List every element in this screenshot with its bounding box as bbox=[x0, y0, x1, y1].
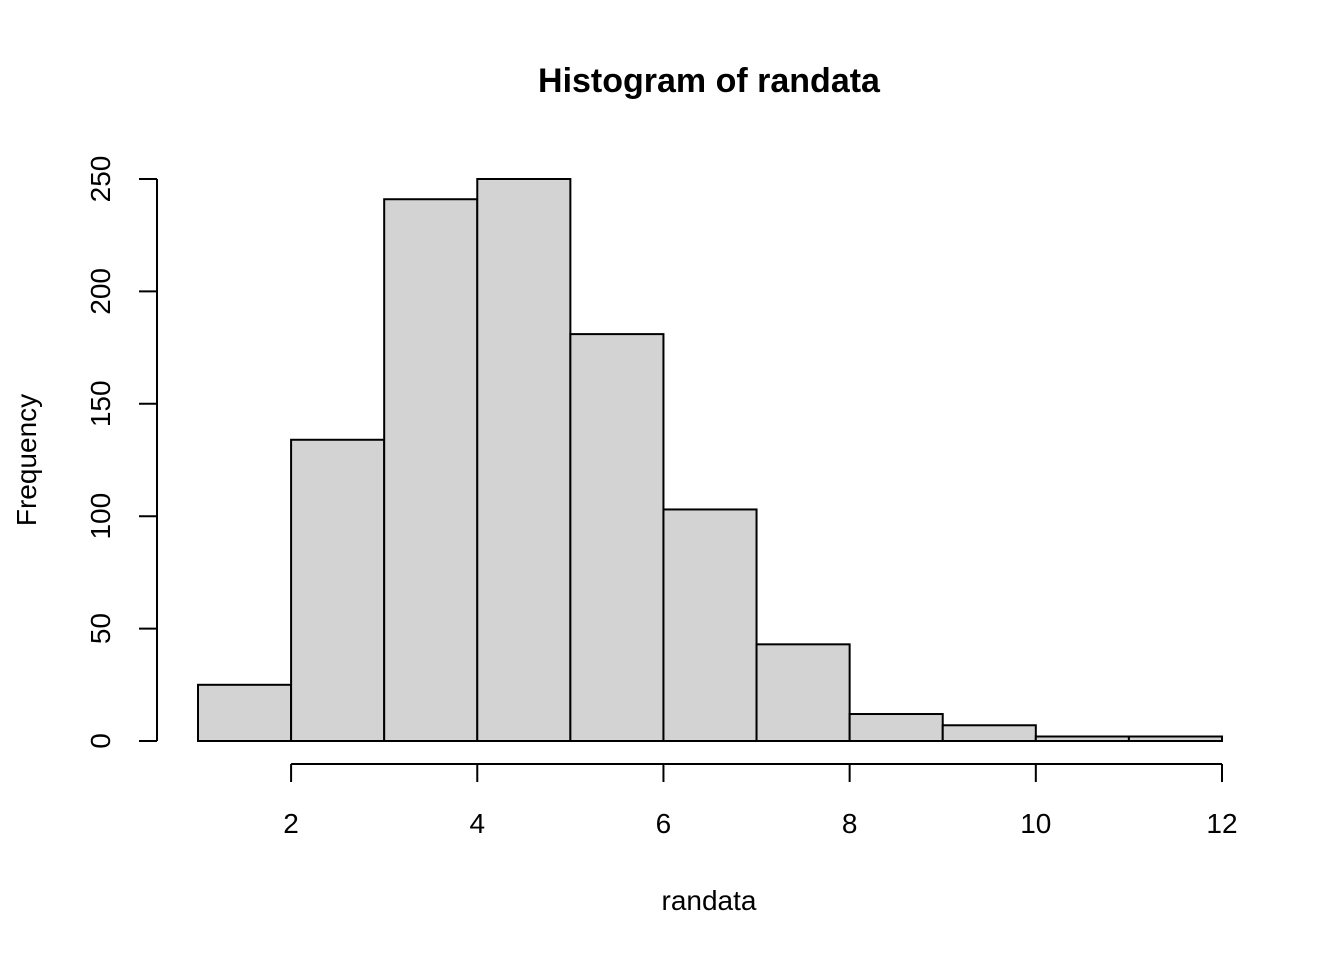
histogram-bar bbox=[569, 333, 665, 742]
x-axis: 2 4 6 8 10 12 bbox=[283, 763, 1238, 839]
histogram-bars bbox=[197, 178, 1223, 743]
histogram-bar bbox=[476, 178, 572, 742]
x-tick-label: 2 bbox=[283, 808, 299, 839]
x-tick-label: 10 bbox=[1020, 808, 1051, 839]
x-tick-label: 8 bbox=[842, 808, 858, 839]
histogram-bar bbox=[1034, 735, 1130, 743]
histogram-bar bbox=[197, 683, 293, 742]
y-tick-label: 50 bbox=[85, 613, 116, 644]
x-tick-label: 6 bbox=[656, 808, 672, 839]
y-tick-label: 0 bbox=[85, 733, 116, 749]
y-tick-label: 200 bbox=[85, 268, 116, 315]
x-tick-label: 4 bbox=[469, 808, 485, 839]
x-axis-label: randata bbox=[662, 885, 757, 916]
y-axis: 0 50 100 150 200 250 bbox=[85, 156, 158, 749]
histogram-bar bbox=[290, 438, 386, 742]
y-axis-label: Frequency bbox=[11, 394, 42, 526]
histogram-bar bbox=[383, 198, 479, 742]
histogram-bar bbox=[662, 508, 758, 742]
histogram-bar bbox=[1127, 735, 1223, 743]
histogram-bar bbox=[755, 643, 851, 742]
y-tick-label: 150 bbox=[85, 380, 116, 427]
histogram-bar bbox=[941, 724, 1037, 742]
histogram-bar bbox=[848, 713, 944, 742]
x-tick-label: 12 bbox=[1206, 808, 1237, 839]
y-tick-label: 100 bbox=[85, 493, 116, 540]
chart-title: Histogram of randata bbox=[538, 62, 881, 100]
y-tick-label: 250 bbox=[85, 156, 116, 203]
